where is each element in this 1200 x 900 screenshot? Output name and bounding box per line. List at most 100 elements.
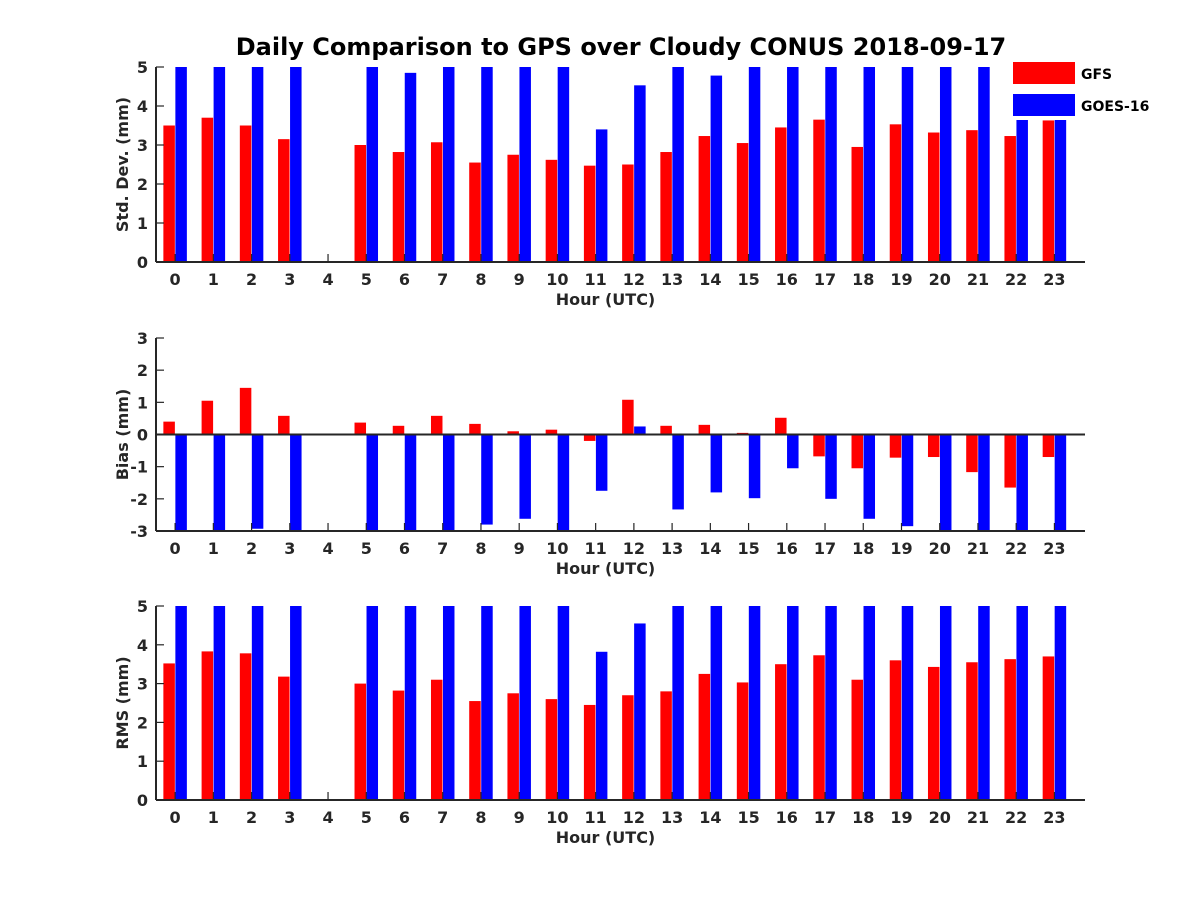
- y-tick-label: 5: [137, 58, 148, 77]
- bar-goes-16-hour-17: [825, 434, 837, 499]
- bar-goes-16-hour-13: [672, 606, 684, 800]
- bar-goes-16-hour-11: [595, 434, 608, 491]
- bar-gfs-hour-6: [392, 152, 405, 262]
- bar-goes-16-hour-21: [978, 67, 990, 262]
- bar-gfs-hour-10: [545, 429, 558, 435]
- x-tick-label: 18: [852, 539, 874, 558]
- bar-goes-16-hour-19: [901, 606, 914, 800]
- bar-gfs-hour-20: [927, 434, 940, 458]
- x-tick-label: 15: [737, 539, 759, 558]
- bar-goes-16-hour-21: [978, 434, 990, 531]
- x-tick-label: 6: [399, 539, 410, 558]
- x-tick-label: 7: [437, 808, 448, 827]
- x-tick-label: 13: [661, 808, 683, 827]
- y-tick-label: 3: [137, 136, 148, 155]
- bar-gfs-hour-19: [889, 124, 902, 262]
- y-tick-label: 3: [137, 329, 148, 348]
- bar-goes-16-hour-14: [710, 606, 723, 800]
- y-tick-label: 4: [137, 636, 148, 655]
- series-goes-16: [175, 67, 1067, 263]
- x-tick-label: 7: [437, 539, 448, 558]
- bar-gfs-hour-15: [736, 143, 749, 262]
- bar-goes-16-hour-3: [290, 434, 302, 531]
- bar-gfs-hour-12: [622, 399, 634, 435]
- x-tick-label: 4: [322, 539, 333, 558]
- y-tick-label: 1: [137, 752, 148, 771]
- bar-goes-16-hour-19: [901, 67, 914, 262]
- bar-gfs-hour-3: [278, 139, 290, 262]
- bar-gfs-hour-17: [813, 119, 825, 263]
- y-tick-label: 3: [137, 675, 148, 694]
- x-tick-label: 4: [322, 808, 333, 827]
- x-tick-label: 1: [208, 808, 219, 827]
- x-tick-label: 19: [890, 808, 912, 827]
- bar-gfs-hour-18: [851, 679, 864, 800]
- x-tick-label: 10: [546, 270, 568, 289]
- bar-goes-16-hour-12: [634, 85, 646, 262]
- bar-gfs-hour-12: [622, 164, 634, 262]
- y-tick-label: 0: [137, 253, 148, 272]
- bar-goes-16-hour-15: [748, 67, 761, 262]
- x-tick-label: 23: [1043, 808, 1065, 827]
- bar-gfs-hour-17: [813, 434, 825, 457]
- y-tick-label: -2: [130, 490, 148, 509]
- bar-gfs-hour-19: [889, 434, 902, 458]
- x-tick-label: 20: [929, 539, 951, 558]
- bar-goes-16-hour-13: [672, 434, 684, 510]
- bar-gfs-hour-15: [736, 682, 749, 800]
- x-tick-label: 21: [967, 270, 989, 289]
- bar-goes-16-hour-0: [175, 434, 187, 531]
- y-axis-label: RMS (mm): [113, 656, 132, 749]
- y-tick-label: 0: [137, 791, 148, 810]
- x-axis-label: Hour (UTC): [556, 559, 656, 578]
- bar-gfs-hour-2: [239, 653, 252, 800]
- bar-gfs-hour-12: [622, 695, 634, 800]
- y-tick-label: 4: [137, 97, 148, 116]
- x-tick-label: 15: [737, 808, 759, 827]
- bar-gfs-hour-8: [469, 423, 481, 435]
- bar-gfs-hour-7: [430, 679, 443, 800]
- bar-goes-16-hour-17: [825, 67, 837, 262]
- x-tick-label: 0: [170, 808, 181, 827]
- x-tick-label: 2: [246, 270, 257, 289]
- bar-goes-16-hour-19: [901, 434, 914, 527]
- x-tick-label: 3: [284, 270, 295, 289]
- legend: GFS GOES-16: [1010, 60, 1150, 120]
- legend-swatch-gfs: [1013, 62, 1075, 84]
- bar-goes-16-hour-23: [1054, 606, 1067, 800]
- x-tick-label: 18: [852, 808, 874, 827]
- bar-gfs-hour-22: [1004, 136, 1016, 262]
- y-tick-label: -1: [130, 458, 148, 477]
- bar-gfs-hour-22: [1004, 659, 1016, 800]
- series-goes-16: [175, 606, 1067, 800]
- bar-goes-16-hour-14: [710, 434, 723, 493]
- bar-gfs-hour-23: [1042, 434, 1055, 458]
- bar-goes-16-hour-22: [1016, 606, 1028, 800]
- bar-goes-16-hour-13: [672, 67, 684, 262]
- bar-goes-16-hour-20: [939, 434, 952, 531]
- bar-goes-16-hour-5: [366, 434, 379, 531]
- bar-goes-16-hour-23: [1054, 70, 1067, 263]
- bar-goes-16-hour-22: [1016, 70, 1028, 263]
- bar-goes-16-hour-9: [519, 606, 531, 800]
- bar-goes-16-hour-7: [442, 606, 455, 800]
- x-tick-label: 5: [361, 270, 372, 289]
- x-tick-label: 9: [514, 539, 525, 558]
- bar-goes-16-hour-12: [634, 426, 646, 435]
- bar-gfs-hour-5: [354, 422, 367, 435]
- bar-gfs-hour-21: [966, 434, 978, 473]
- x-tick-label: 6: [399, 270, 410, 289]
- y-axis-label: Bias (mm): [113, 389, 132, 481]
- bar-gfs-hour-0: [163, 125, 175, 262]
- x-tick-label: 6: [399, 808, 410, 827]
- bar-goes-16-hour-21: [978, 606, 990, 800]
- bar-goes-16-hour-6: [404, 434, 417, 531]
- bar-gfs-hour-7: [430, 142, 443, 262]
- x-tick-label: 3: [284, 808, 295, 827]
- y-tick-label: 1: [137, 393, 148, 412]
- bar-goes-16-hour-16: [787, 434, 799, 469]
- x-tick-label: 8: [475, 808, 486, 827]
- bar-goes-16-hour-6: [404, 72, 417, 262]
- x-tick-label: 2: [246, 808, 257, 827]
